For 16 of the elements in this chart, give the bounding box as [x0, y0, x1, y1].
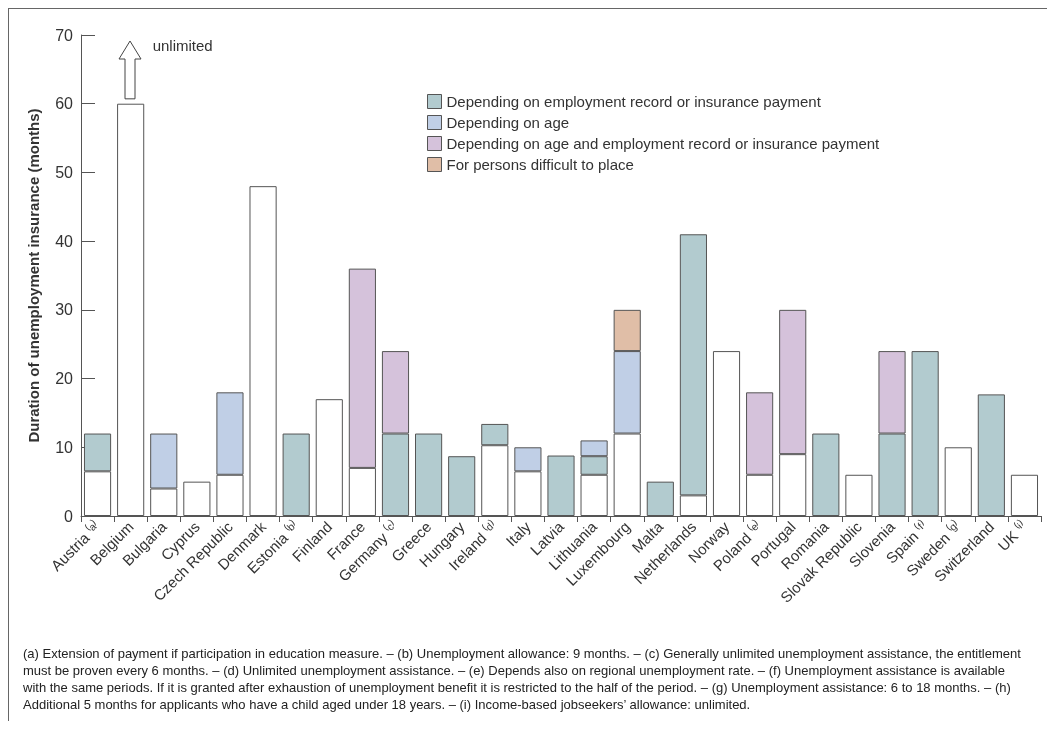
legend-label: Depending on age and employment record or insurance payment [446, 135, 881, 152]
y-tick-label: 50 [55, 163, 74, 181]
y-axis-title: Duration of unemployment insurance (months) [25, 108, 42, 443]
y-tick-label: 60 [55, 95, 74, 113]
legend-label: Depending on employment record or insurance payment [446, 93, 822, 110]
y-tick-label: 0 [64, 507, 74, 525]
y-tick-label: 70 [55, 26, 74, 44]
y-tick-label: 30 [55, 301, 74, 319]
text: (a) Extension of payment if participation in education measure. – (b) Unemployment allowance: 9 months. – (c) Generally unlimited unemployment assistance, the entitlement must be proven every 6 months. – (d) Unlimited unemployment assistance. – (e) Depends also on regional unemployment rate. – (f) Unemployment assistance is available with the same periods. If it is granted after exhaustion of unemployment benefit it is restricted to the half of the period. – (g) Unemployment assistance: 6 to 18 months. – (h) Additional 5 months for applicants who have a child aged under 18 years. – (i) Income-based jobseekers’ allowance: unlimited. [22, 646, 1025, 712]
legend-label: Depending on age [446, 114, 570, 131]
legend-label: For persons difficult to place [446, 156, 634, 173]
x-tick-label: UK ⁽ⁱ⁾ [994, 517, 1031, 555]
y-tick-label: 10 [55, 438, 74, 456]
y-tick-label: 20 [55, 370, 74, 388]
y-tick-label: 40 [55, 232, 74, 250]
annotation: unlimited [152, 36, 213, 54]
